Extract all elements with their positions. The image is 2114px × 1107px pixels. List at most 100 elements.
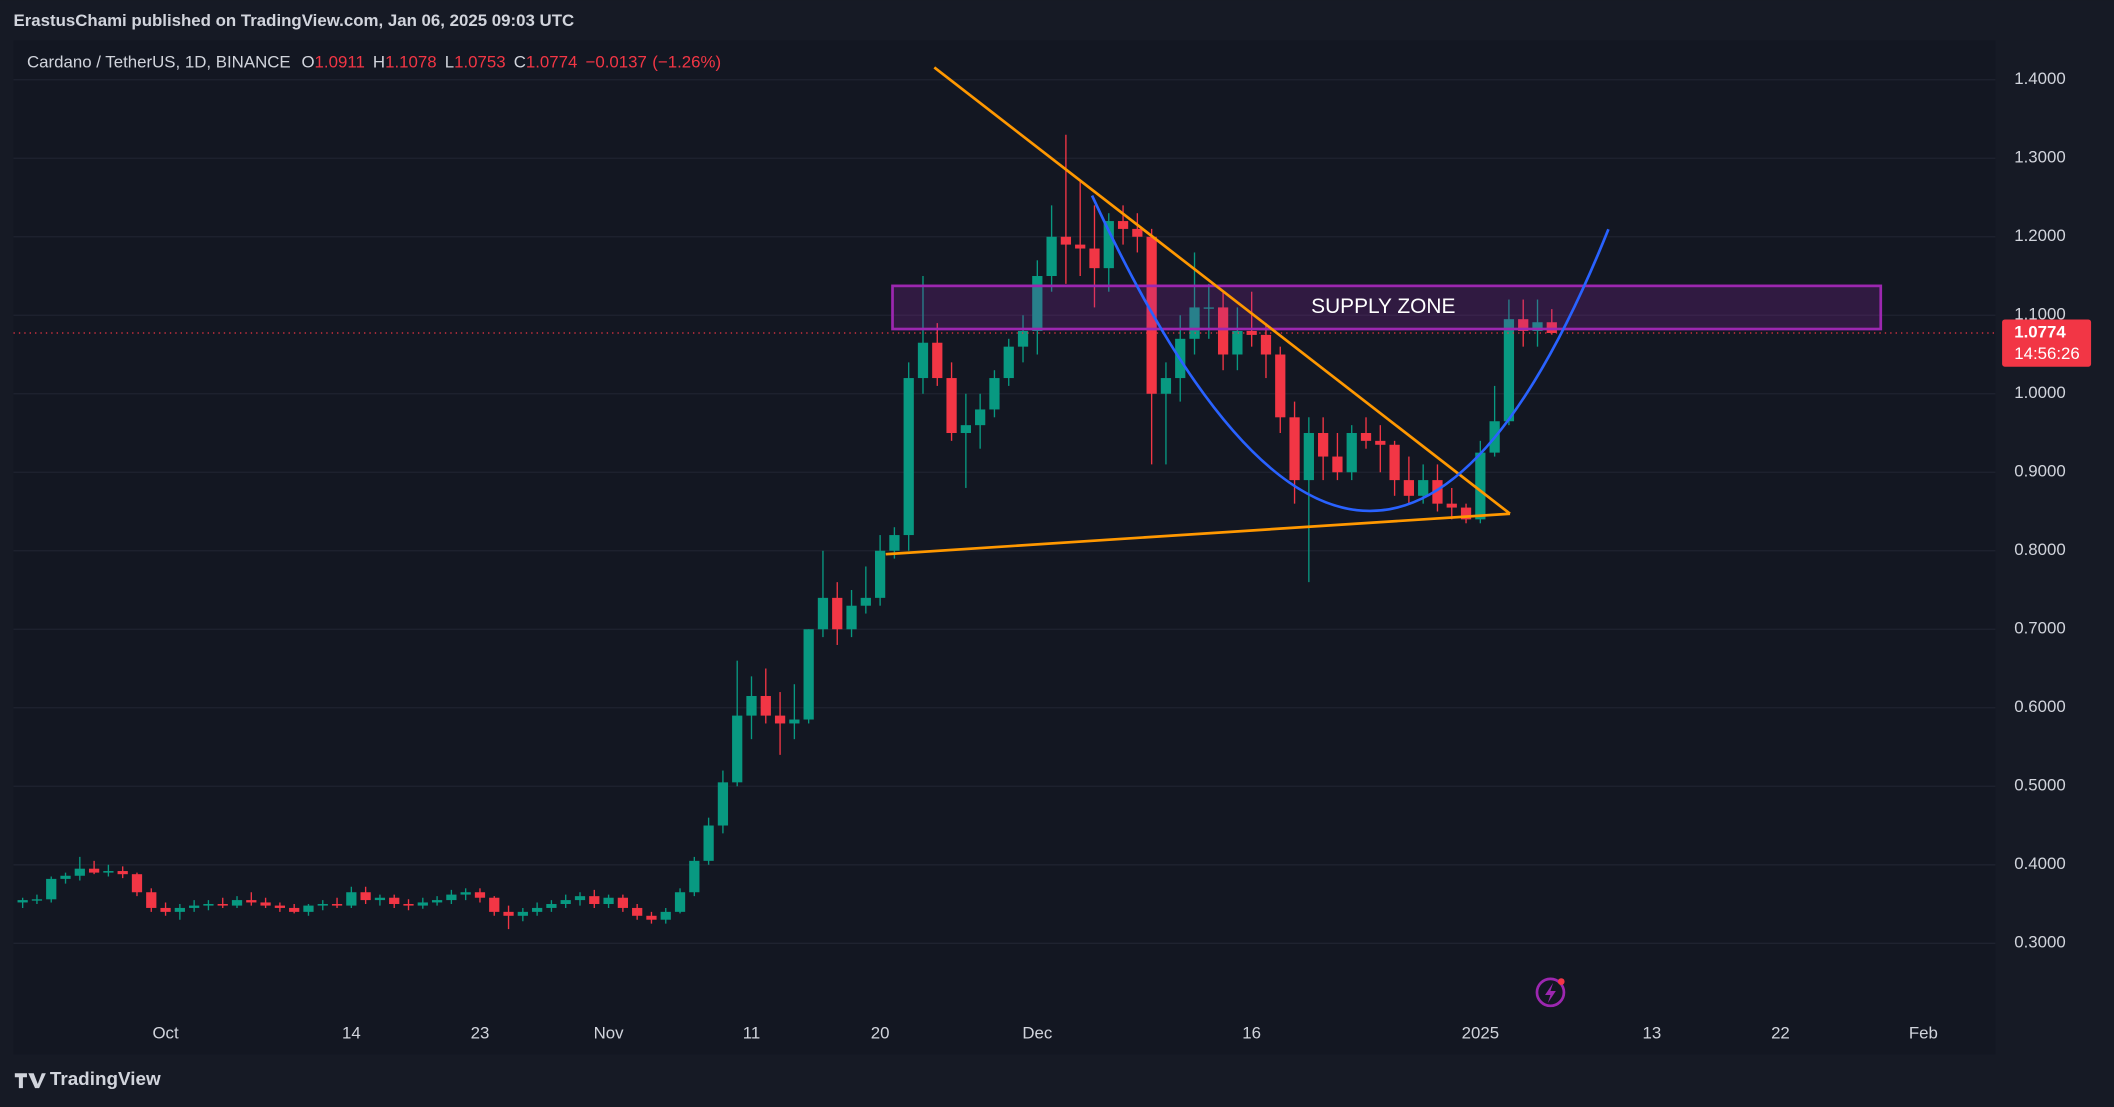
lightning-glyph: [1545, 982, 1556, 1004]
candle-body: [1389, 444, 1400, 481]
candle-body: [1532, 322, 1543, 331]
candle-body: [946, 378, 957, 434]
lightning-icon[interactable]: [1535, 977, 1566, 1008]
candle-body: [1360, 433, 1372, 441]
candle-body: [346, 892, 357, 906]
candle-body: [246, 900, 257, 903]
candle-body: [203, 904, 214, 906]
ohlc-label: C: [514, 53, 526, 72]
candle-body: [1246, 330, 1257, 335]
x-tick-label: 20: [871, 1024, 890, 1043]
candle-body: [1346, 433, 1357, 473]
candle-body: [60, 875, 71, 879]
candle-body: [74, 868, 85, 876]
candle-body: [932, 342, 943, 379]
candle-body: [303, 905, 314, 912]
candle-body: [17, 900, 28, 903]
candle-body: [1460, 507, 1472, 520]
candle-body: [1103, 221, 1114, 269]
x-tick-label: 13: [1642, 1024, 1661, 1043]
x-tick-label: 2025: [1462, 1024, 1499, 1043]
candle-body: [374, 897, 386, 901]
candle-body: [1160, 378, 1172, 394]
y-tick-label: 1.4000: [2014, 69, 2066, 88]
x-tick-label: 22: [1771, 1024, 1790, 1043]
candle-body: [632, 907, 643, 916]
candle-body: [289, 907, 300, 912]
candle-body: [1089, 248, 1100, 269]
candle-body: [903, 378, 914, 536]
candle-body: [989, 378, 1000, 410]
candle-body: [131, 874, 143, 893]
trend-line: [885, 512, 1511, 556]
candle-body: [960, 425, 971, 434]
supply-zone: [891, 284, 1883, 331]
y-tick-label: 0.6000: [2014, 697, 2066, 716]
candle-body: [803, 629, 814, 720]
candle-body: [574, 896, 586, 901]
candle-body: [1432, 480, 1443, 504]
candle-body: [846, 605, 857, 630]
candles: [17, 134, 1557, 930]
candle-body: [1275, 354, 1286, 418]
candle-body: [403, 904, 414, 906]
candle-body: [474, 892, 486, 898]
candle-body: [189, 905, 200, 908]
candle-body: [1332, 456, 1343, 473]
ohlc-value: 1.1078: [385, 53, 437, 72]
y-tick-label: 0.5000: [2014, 776, 2066, 795]
price-tag-value: 1.0774: [2014, 322, 2066, 341]
candle-body: [1518, 319, 1529, 331]
candle-body: [1303, 433, 1314, 481]
x-tick-label: Oct: [152, 1024, 179, 1043]
y-tick-label: 0.7000: [2014, 619, 2066, 638]
candle-body: [703, 825, 714, 861]
candle-body: [1075, 244, 1086, 249]
candle-body: [31, 899, 43, 901]
candle-body: [117, 871, 128, 875]
candle-body: [260, 902, 271, 906]
candle-body: [88, 868, 100, 873]
y-tick-label: 0.9000: [2014, 462, 2066, 481]
y-tick-label: 1.1000: [2014, 305, 2066, 324]
drawings: SUPPLY ZONE: [885, 66, 1883, 1008]
candle-body: [646, 915, 657, 920]
x-tick-label: 14: [342, 1024, 361, 1043]
trend-line: [933, 66, 1511, 515]
candle-body: [674, 892, 686, 912]
candle-body: [717, 782, 729, 826]
candle-body: [746, 695, 757, 716]
ohlc-label: L: [445, 53, 454, 72]
candle-body: [1060, 236, 1072, 245]
candle-body: [417, 902, 428, 906]
y-tick-label: 1.2000: [2014, 226, 2066, 245]
brand: TradingView: [50, 1068, 161, 1089]
candle-body: [1260, 334, 1272, 355]
symbol: Cardano / TetherUS, 1D, BINANCE: [27, 53, 291, 72]
price-tag-box: [2002, 319, 2092, 367]
candle-body: [1446, 503, 1457, 508]
candle-body: [360, 892, 371, 901]
candle-body: [217, 904, 228, 906]
candle-body: [660, 911, 671, 920]
ohlc-label: O: [301, 53, 314, 72]
candle-body: [917, 342, 929, 379]
candle-body: [274, 905, 286, 908]
ohlc-label: H: [373, 53, 385, 72]
candle-body: [1146, 236, 1157, 394]
candle-body: [431, 900, 443, 903]
candle-body: [446, 894, 457, 901]
candle-body: [489, 897, 500, 912]
candle-body: [1132, 228, 1143, 237]
candle-body: [174, 907, 185, 912]
candle-body: [1046, 236, 1057, 277]
candle-body: [317, 904, 328, 906]
candle-body: [1203, 307, 1214, 309]
publisher-line: ErastusChami published on TradingView.co…: [13, 11, 574, 30]
countdown: 14:56:26: [2014, 344, 2080, 363]
candle-body: [146, 892, 157, 908]
candle-body: [832, 597, 843, 630]
candle-body: [1217, 307, 1229, 355]
candle-body: [560, 900, 571, 905]
